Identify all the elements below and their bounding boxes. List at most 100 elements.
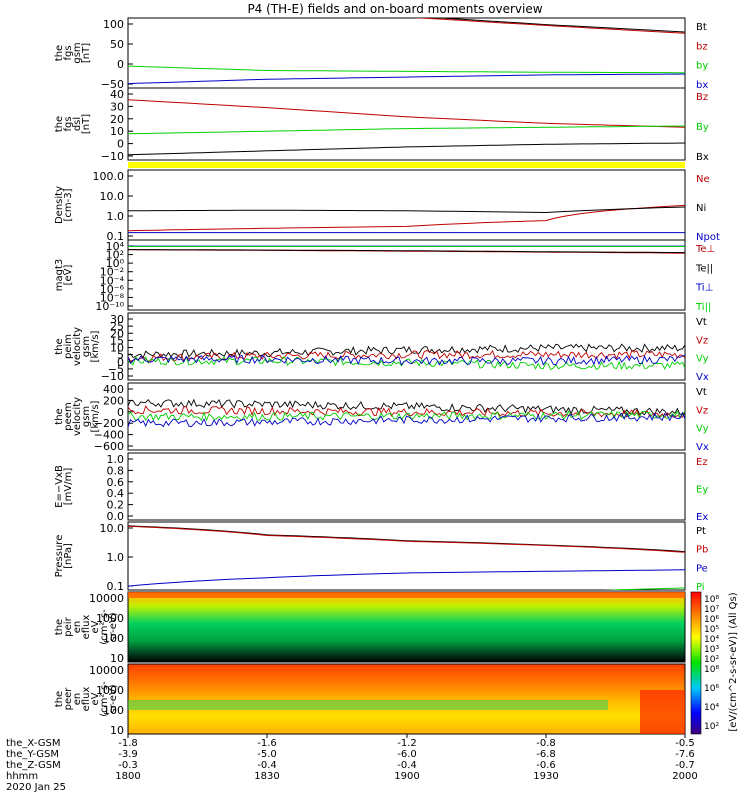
y-axis-label: E=−VxB	[54, 465, 65, 508]
panel-frame	[127, 521, 686, 591]
y-axis-label: gsm	[81, 406, 92, 427]
time-axis-value: 1830	[254, 771, 279, 782]
y-axis-label: gsm	[81, 336, 92, 357]
y-tick-label: 100.0	[93, 170, 125, 183]
y-axis-label: [mV/m]	[63, 468, 74, 506]
y-tick-label: 0.6	[107, 476, 125, 489]
y-tick-label: 10⁴	[106, 240, 125, 253]
yellow-stripe	[128, 162, 685, 168]
y-tick-label: 0	[117, 138, 124, 151]
time-axis-value: -1.8	[118, 738, 138, 749]
y-tick-label: 0.1	[107, 230, 125, 243]
y-tick-label: 10	[110, 724, 124, 737]
y-tick-label: −10	[101, 150, 124, 163]
y-axis-label: peer	[63, 687, 74, 711]
series-line-fgs_dsl-1	[128, 125, 685, 135]
time-axis-row-label: hhmm	[6, 771, 38, 782]
y-axis-label: fgs	[63, 45, 74, 60]
y-tick-label: 100	[103, 632, 124, 645]
series-line-fgs_gsm-1	[412, 18, 685, 34]
y-tick-label: 10.0	[100, 522, 125, 535]
time-axis-value: -6.0	[397, 749, 417, 760]
peer-spectrogram	[127, 663, 686, 735]
y-axis-label: Density	[54, 186, 65, 224]
panel-efield: 1.00.80.60.40.20.0 E=−VxB[mV/m] Ez Ey Ex	[54, 452, 708, 523]
peir-spectrogram	[127, 591, 686, 663]
time-axis-value: -0.7	[675, 760, 695, 771]
y-tick-label: 1.0	[107, 551, 125, 564]
y-tick-label: 400	[103, 383, 124, 396]
legend-peim_velocity-1: Vz	[696, 335, 708, 346]
series-line-peim_velocity-3	[128, 354, 685, 366]
time-axis-row-label: the_Y-GSM	[6, 749, 59, 760]
time-axis-value: -0.4	[257, 760, 277, 771]
legend-temperature-2: Ti⊥	[695, 283, 713, 294]
y-axis-label: eV	[90, 620, 101, 633]
series-line-fgs_gsm-0	[432, 18, 685, 33]
legend-fgs_gsm-2: by	[696, 61, 708, 72]
peir-spectrogram-image	[127, 591, 686, 663]
legend-pressure-3: Pi	[696, 582, 705, 593]
legend-pressure-1: Pb	[696, 545, 708, 556]
y-axis-label: [cm-3]	[63, 188, 74, 221]
y-axis-label: (cm²-s-	[99, 681, 110, 717]
y-axis-label: [km/s]	[90, 330, 101, 362]
legend-pressure-0: Pt	[696, 526, 706, 537]
time-axis-value: -3.9	[118, 749, 138, 760]
series-line-fgs_dsl-0	[128, 99, 685, 128]
y-axis-label: velocity	[72, 327, 83, 366]
y-tick-label: −50	[101, 78, 124, 91]
y-tick-label: 0	[117, 406, 124, 419]
figure-title: P4 (TH-E) fields and on-board moments ov…	[247, 2, 542, 16]
y-tick-label: 10	[110, 652, 124, 665]
legend-pressure-2: Pe	[696, 563, 708, 574]
series-line-peem_velocity-2	[128, 410, 685, 422]
legend-fgs_dsl-2: Bx	[696, 152, 709, 163]
legend-fgs_gsm-3: bx	[696, 80, 708, 91]
y-tick-label: 1000	[96, 684, 124, 697]
y-axis-label: the	[54, 338, 65, 354]
time-axis-value: -0.3	[118, 760, 138, 771]
series-line-peem_velocity-0	[128, 398, 685, 417]
series-line-fgs_gsm-3	[128, 73, 685, 85]
y-tick-label: 1.0	[107, 210, 125, 223]
time-axis-value: 2000	[672, 771, 697, 782]
y-tick-label: 0	[117, 356, 124, 369]
legend-temperature-3: Ti||	[695, 302, 711, 313]
y-tick-label: 10	[110, 342, 124, 355]
time-axis-value: 1930	[533, 771, 558, 782]
y-tick-label: 30	[110, 313, 124, 326]
panel-frame	[127, 239, 686, 311]
series-line-temperature-1	[128, 249, 685, 254]
legend-efield-0: Ez	[696, 457, 708, 468]
y-axis-label: gsm	[72, 42, 83, 63]
panel-peer_spectrogram: 10000 1000 100 10 thepeerenefluxeV(cm²-s-sr-…	[54, 664, 133, 737]
y-tick-label: 10000	[89, 592, 124, 605]
colorbar-tick-label: 10⁶	[704, 684, 719, 694]
y-axis-label: fgs	[63, 116, 74, 131]
colorbar-tick-label: 10⁸	[704, 665, 719, 675]
y-axis-label: Pressure	[54, 535, 65, 578]
time-axis-value: -0.8	[536, 738, 556, 749]
time-axis-value: -5.0	[257, 749, 277, 760]
panel-frame	[127, 452, 686, 521]
series-line-density-0	[128, 204, 685, 232]
panel-frame	[127, 382, 686, 451]
y-tick-label: 50	[110, 38, 124, 51]
y-axis-label: the	[54, 116, 65, 132]
legend-efield-2: Ex	[696, 512, 708, 523]
panel-frame	[127, 87, 686, 161]
y-tick-label: −200	[94, 417, 124, 430]
y-tick-label: 10⁻⁸	[100, 291, 125, 304]
peer-green-band	[128, 700, 608, 710]
y-axis-label: sr-eV)	[108, 612, 119, 641]
y-tick-label: 10000	[89, 664, 124, 677]
panel-pressure: 10.0 1.0 0.1 Pressure[nPa] Pt Pb Pe Pi	[54, 521, 708, 593]
colorbar-tick-label: 10⁸	[704, 595, 719, 605]
series-line-fgs_gsm-2	[128, 65, 685, 74]
legend-density-1: Ni	[696, 203, 706, 214]
panel-peir_spectrogram: 10000 1000 100 10 thepeirenefluxeV(cm²-s-sr-…	[54, 592, 133, 665]
